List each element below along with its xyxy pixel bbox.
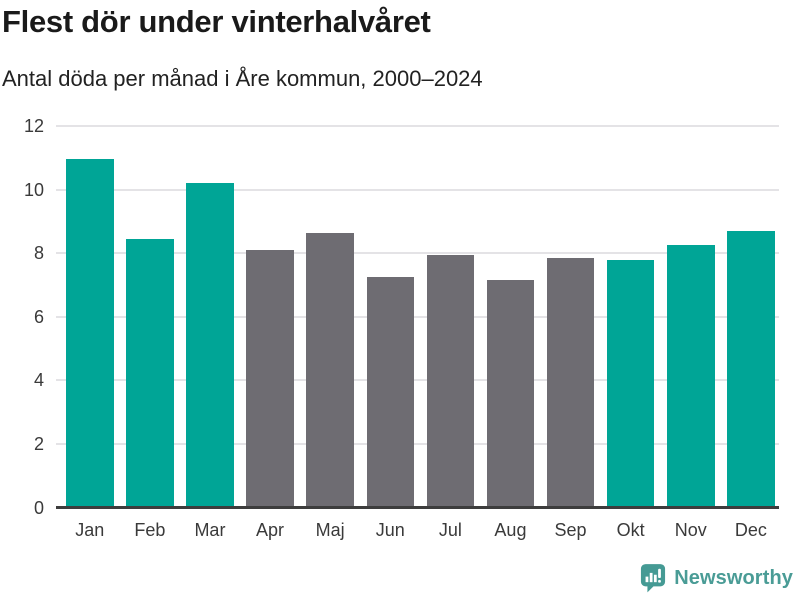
y-axis-label-2: 2: [33, 433, 44, 454]
logo-exclamation-stroke: [658, 568, 662, 578]
bar-sep: [546, 257, 595, 508]
x-axis-label-jul: Jul: [438, 520, 462, 540]
chart-title: Flest dör under vinterhalvåret: [2, 4, 431, 39]
gridline-y-4: [56, 379, 779, 382]
x-axis-label-jun: Jun: [375, 520, 405, 540]
bar-okt: [606, 259, 655, 508]
logo-bar-mid: [654, 574, 657, 583]
bar-apr: [246, 249, 294, 508]
bar-aug: [486, 280, 535, 508]
x-axis-label-feb: Feb: [134, 520, 166, 540]
bar-jul: [426, 254, 475, 508]
x-axis-label-dec: Dec: [734, 520, 767, 540]
brand-footer: Newsworthy: [640, 563, 793, 593]
x-axis-label-sep: Sep: [554, 520, 587, 540]
x-axis-label-apr: Apr: [256, 520, 285, 540]
bar-dec: [727, 230, 775, 508]
x-axis-label-maj: Maj: [315, 520, 345, 540]
x-axis-line: [56, 506, 779, 509]
y-axis-label-4: 4: [33, 370, 44, 391]
bar-feb: [126, 238, 174, 508]
gridline-y-6: [56, 315, 779, 318]
x-axis-label-mar: Mar: [194, 520, 226, 540]
x-axis-label-jan: Jan: [75, 520, 105, 540]
bar-nov: [667, 245, 715, 508]
x-axis-label-nov: Nov: [674, 520, 707, 540]
y-axis-label-8: 8: [33, 243, 44, 264]
gridline-y-10: [56, 188, 779, 191]
brand-name: Newsworthy: [674, 566, 793, 589]
logo-exclamation-dot: [658, 579, 662, 583]
bar-jan: [66, 159, 114, 508]
gridline-y-12: [56, 125, 779, 127]
logo-bar-small: [645, 576, 649, 583]
gridline-y-2: [56, 442, 779, 445]
bar-jun: [366, 277, 414, 508]
x-axis-label-aug: Aug: [494, 520, 527, 540]
logo-bar-tall: [649, 572, 653, 583]
chart-subtitle: Antal döda per månad i Åre kommun, 2000–…: [2, 66, 483, 91]
y-axis-label-6: 6: [33, 306, 44, 327]
newsworthy-logo-icon: [641, 564, 666, 593]
bar-mar: [186, 183, 234, 508]
x-axis-label-okt: Okt: [616, 520, 645, 540]
y-axis-label-0: 0: [33, 497, 44, 518]
gridline-y-8: [56, 252, 779, 255]
y-axis-label-10: 10: [23, 179, 44, 200]
y-axis-label-12: 12: [23, 116, 44, 136]
bar-maj: [306, 232, 354, 508]
